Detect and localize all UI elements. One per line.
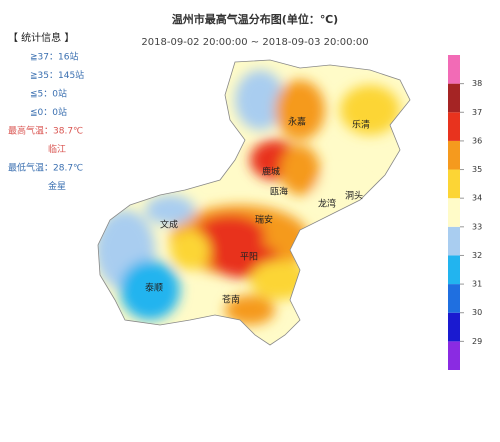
legend-tick-label: 34: [472, 194, 482, 203]
legend-swatch: [448, 255, 460, 285]
map: 永嘉 乐清 鹿城 瓯海 龙湾 洞头 文成 瑞安 平阳 泰顺 苍南: [97, 59, 411, 346]
legend-tick-label: 36: [472, 136, 482, 145]
stats-row: ≧37：16站: [30, 51, 78, 63]
legend-tick-label: 35: [472, 165, 482, 174]
stats-row: ≦0：0站: [30, 106, 67, 118]
legend: 29 30 31 32 33 34 35 36 37 38: [448, 55, 482, 370]
legend-swatch: [448, 341, 460, 370]
legend-tick-label: 32: [472, 251, 482, 260]
stats-row: 最高气温：38.7℃: [8, 125, 83, 137]
legend-swatch: [448, 112, 460, 141]
place-label: 鹿城: [262, 166, 280, 178]
stats-row: 最低气温：28.7℃: [8, 162, 83, 174]
legend-tick-label: 37: [472, 108, 482, 117]
stats-heading: 【 统计信息 】: [8, 31, 74, 44]
legend-swatch: [448, 312, 460, 342]
legend-tick-label: 30: [472, 308, 482, 317]
place-label: 泰顺: [145, 282, 163, 294]
legend-tick-label: 33: [472, 222, 482, 231]
legend-swatch: [448, 284, 460, 313]
place-label: 永嘉: [288, 116, 306, 128]
legend-swatch: [448, 169, 460, 199]
stats-row: ≧35：145站: [30, 69, 84, 81]
legend-swatch: [448, 226, 460, 256]
legend-tick-label: 38: [472, 79, 482, 88]
legend-swatch: [448, 83, 460, 113]
place-label: 平阳: [240, 252, 258, 263]
place-label: 瓯海: [270, 186, 288, 198]
legend-swatch: [448, 55, 460, 84]
place-label: 龙湾: [318, 198, 336, 210]
stats-row: ≦5：0站: [30, 88, 67, 100]
legend-tick-label: 31: [472, 280, 482, 289]
legend-swatch: [448, 198, 460, 227]
place-label: 洞头: [345, 191, 363, 202]
subtitle: 2018-09-02 20:00:00 ~ 2018-09-03 20:00:0…: [141, 37, 368, 48]
place-label: 瑞安: [255, 214, 273, 226]
stats-row: 临江: [48, 143, 66, 155]
place-label: 苍南: [222, 294, 240, 306]
legend-swatch: [448, 140, 460, 170]
title: 温州市最高气温分布图(单位：℃): [172, 12, 338, 26]
stats-row: 金星: [48, 180, 66, 192]
place-label: 乐清: [352, 119, 370, 131]
place-label: 文成: [160, 219, 178, 231]
legend-tick-label: 29: [472, 337, 482, 346]
